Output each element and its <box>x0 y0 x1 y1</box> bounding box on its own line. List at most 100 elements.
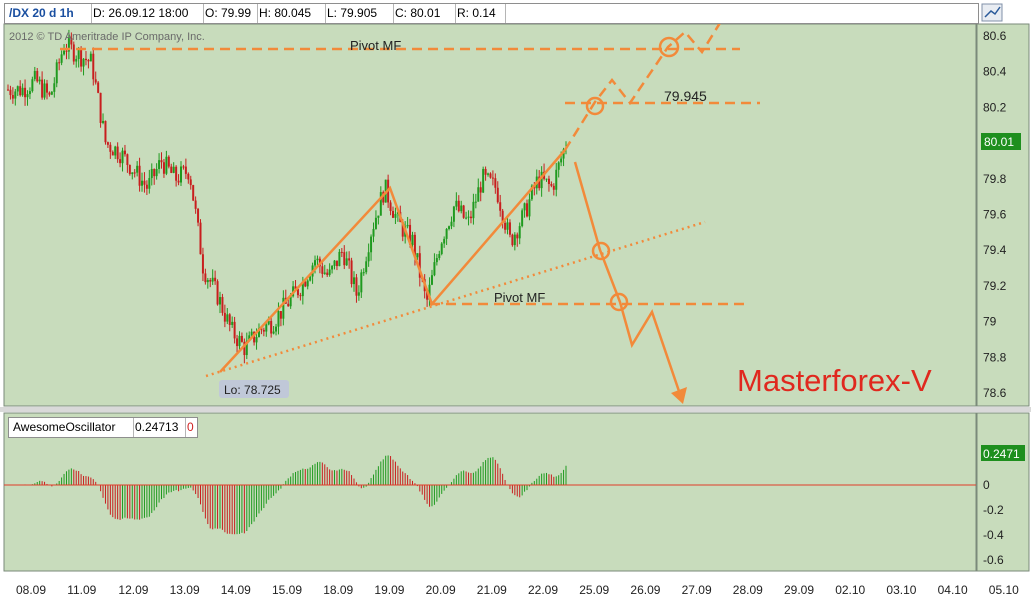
candle-body <box>377 215 380 218</box>
candle-body <box>11 95 14 99</box>
candle-body <box>333 260 336 266</box>
candle-body <box>474 201 477 203</box>
candle-body <box>99 92 102 123</box>
chart-settings-icon[interactable] <box>981 3 1003 22</box>
candle-body <box>236 338 239 347</box>
candle-body <box>547 178 550 185</box>
candle-body <box>472 201 475 219</box>
open-readout: O: 79.99 <box>201 4 258 23</box>
candle-body <box>19 86 22 96</box>
candle-body <box>248 335 251 341</box>
candle-body <box>467 216 470 218</box>
candle-body <box>331 265 334 270</box>
oscillator-tick: 0 <box>983 478 990 492</box>
candle-body <box>508 222 511 235</box>
candle-body <box>123 150 126 155</box>
candle-body <box>43 83 46 98</box>
candle-body <box>128 165 131 175</box>
candle-body <box>175 166 178 181</box>
candle-body <box>394 213 397 218</box>
candle-body <box>518 226 521 239</box>
candle-body <box>455 200 458 207</box>
time-tick: 27.09 <box>682 583 712 597</box>
candle-body <box>465 217 468 219</box>
oscillator-tick: -0.4 <box>983 528 1004 542</box>
target-circle-2 <box>658 36 680 58</box>
candle-body <box>448 226 451 229</box>
candle-body <box>38 79 41 82</box>
candle-body <box>184 166 187 174</box>
candle-body <box>26 94 29 98</box>
candle-body <box>452 206 455 222</box>
candle-body <box>250 331 253 336</box>
candle-body <box>438 253 441 259</box>
oscillator-badge <box>981 445 1025 461</box>
candle-body <box>233 321 236 339</box>
candle-body <box>84 58 87 61</box>
panel-separator[interactable] <box>0 407 1031 412</box>
candle-body <box>245 340 248 356</box>
candle-body <box>121 150 124 164</box>
time-tick: 22.09 <box>528 583 558 597</box>
candle-body <box>391 211 394 218</box>
candle-body <box>138 165 141 186</box>
time-axis <box>0 572 1031 602</box>
candle-body <box>89 53 92 62</box>
time-tick: 12.09 <box>118 583 148 597</box>
high-readout: H: 80.045 <box>255 4 326 23</box>
pivot-top-label: Pivot MF <box>350 38 401 53</box>
candle-body <box>430 275 433 285</box>
candle-body <box>148 178 151 189</box>
candle-body <box>33 70 36 80</box>
candle-body <box>516 234 519 239</box>
price-tick: 79 <box>983 315 997 329</box>
candle-body <box>460 205 463 212</box>
time-tick: 11.09 <box>67 583 96 597</box>
copyright-text: 2012 © TD Ameritrade IP Company, Inc. <box>9 31 205 43</box>
candle-body <box>272 331 275 334</box>
candle-body <box>301 281 304 297</box>
level-79945-label: 79.945 <box>664 88 707 104</box>
candle-body <box>552 185 555 190</box>
time-tick: 26.09 <box>630 583 660 597</box>
candle-body <box>106 142 109 145</box>
candle-body <box>326 272 329 275</box>
candle-body <box>365 261 368 273</box>
watermark-text: Masterforex-V <box>737 363 932 398</box>
candle-body <box>21 87 24 96</box>
candle-body <box>211 277 214 282</box>
candle-body <box>282 297 285 319</box>
candle-body <box>109 144 112 152</box>
candle-body <box>92 53 95 80</box>
candle-body <box>192 185 195 201</box>
target-circle-4 <box>609 292 629 312</box>
candle-body <box>72 44 75 62</box>
candle-body <box>265 324 268 332</box>
candle-body <box>504 222 507 230</box>
oscillator-name[interactable]: AwesomeOscillator <box>9 418 134 437</box>
candle-body <box>328 269 331 275</box>
pattern-line <box>219 149 566 373</box>
candle-body <box>270 320 273 334</box>
candle-body <box>550 184 553 186</box>
candle-body <box>321 266 324 274</box>
candle-body <box>172 166 175 173</box>
symbol-label[interactable]: /DX 20 d 1h <box>5 4 92 23</box>
candle-body <box>31 79 34 92</box>
time-tick: 08.09 <box>16 583 46 597</box>
candle-body <box>67 38 70 52</box>
candle-body <box>482 168 485 193</box>
candle-body <box>9 89 12 96</box>
candle-body <box>238 335 241 347</box>
candle-body <box>413 234 416 258</box>
candle-body <box>316 258 319 261</box>
candle-body <box>506 222 509 230</box>
candle-body <box>406 224 409 227</box>
candle-body <box>374 217 377 229</box>
candle-body <box>489 173 492 178</box>
candle-body <box>260 328 263 330</box>
candle-body <box>457 200 460 212</box>
time-tick: 18.09 <box>323 583 353 597</box>
candle-body <box>462 205 465 218</box>
candle-body <box>345 258 348 266</box>
